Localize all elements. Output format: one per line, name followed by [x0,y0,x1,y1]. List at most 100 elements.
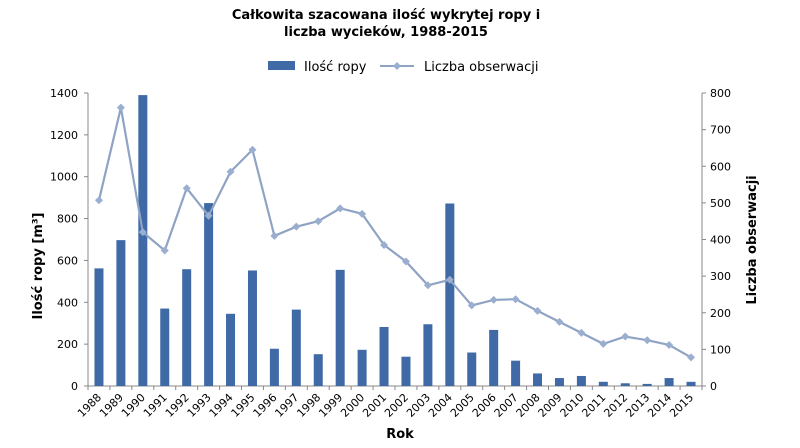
x-tick-label: 2011 [579,391,608,420]
line-point-marker [687,353,696,362]
line-point-marker [599,339,608,348]
line-point-marker [204,211,213,220]
y-right-tick-label: 500 [710,197,731,210]
bar [576,375,586,386]
y-right-tick-label: 600 [710,160,731,173]
x-tick-label: 2001 [360,391,389,420]
x-tick-label: 2014 [645,391,674,420]
chart-title-line-1: Całkowita szacowana ilość wykrytej ropy … [232,8,540,23]
y-right-tick-label: 100 [710,343,731,356]
x-tick-label: 2015 [667,391,696,420]
x-tick-label: 2005 [448,391,477,420]
x-tick-label: 1996 [251,391,280,420]
x-tick-label: 2002 [382,391,411,420]
bar [598,381,608,386]
bar [664,378,674,386]
line-point-marker [445,275,454,284]
x-tick-label: 2004 [426,391,455,420]
y-axis-left-title: Ilość ropy [m³] [31,213,46,320]
bar [160,308,170,386]
x-tick-label: 1998 [294,391,323,420]
line-point-marker [555,317,564,326]
bar [620,383,630,386]
bar [423,324,433,386]
line-point-marker [292,222,301,231]
line-point-marker [226,167,235,176]
line-point-marker [336,204,345,213]
y-right-tick-label: 300 [710,270,731,283]
bar [313,354,323,386]
line-point-marker [665,340,674,349]
bar [94,268,104,386]
x-tick-label: 2007 [492,391,521,420]
y-left-tick-label: 400 [57,296,78,309]
line-point-marker [643,336,652,345]
line-point-marker [467,301,476,310]
bar [467,352,477,386]
legend-swatch-bar [268,61,295,70]
x-tick-label: 1988 [75,391,104,420]
legend-label-bar: Ilość ropy [304,60,367,75]
series-line [97,106,692,359]
bar [533,373,543,386]
x-tick-label: 1992 [163,391,192,420]
y-right-tick-label: 400 [710,234,731,247]
bar [182,269,192,386]
x-tick-label: 2000 [338,391,367,420]
line-point-marker [380,240,389,249]
line-point-marker [423,281,432,290]
bar [489,329,499,386]
x-tick-label: 1989 [97,391,126,420]
bar [554,378,564,386]
x-axis-title: Rok [386,427,414,442]
bar [445,203,455,386]
line-point-marker [182,184,191,193]
bar [511,360,521,386]
plot-area: 0 200 400 600 800 1000 1200 1400 0 100 200 300 400 50… [50,87,731,420]
bar [379,326,389,386]
x-tick-label: 2006 [470,391,499,420]
y-left-tick-label: 800 [57,213,78,226]
line-point-marker [160,246,169,255]
y-left-tick-label: 1200 [50,129,78,142]
x-tick-label: 2008 [514,391,543,420]
chart-title-line-2: liczba wycieków, 1988-2015 [284,25,488,40]
y-left-tick-label: 600 [57,254,78,267]
bar [269,348,279,386]
bar [357,349,367,386]
legend-label-line: Liczba obserwacji [424,60,538,75]
line-point-marker [577,328,586,337]
x-tick-label: 1994 [207,391,236,420]
x-tick-label: 1995 [229,391,258,420]
x-tick-label: 2010 [558,391,587,420]
bar [138,95,148,386]
x-tick-label: 2003 [404,391,433,420]
line-point-marker [533,306,542,315]
line-point-marker [248,145,257,154]
line-point-marker [94,196,103,205]
line-point-marker [511,295,520,304]
bar [642,383,652,386]
bar [686,381,696,386]
y-left-tick-label: 1000 [50,171,78,184]
y-left-tick-label: 200 [57,338,78,351]
bar [291,309,301,386]
line-point-marker [489,295,498,304]
y-right-tick-label: 700 [710,124,731,137]
x-tick-label: 1990 [119,391,148,420]
line-point-marker [401,257,410,266]
legend-marker-icon [393,62,401,70]
x-tick-label: 1999 [316,391,345,420]
line-point-marker [358,209,367,218]
y-right-tick-label: 200 [710,307,731,320]
x-tick-label: 1997 [272,391,301,420]
x-tick-label: 2012 [601,391,630,420]
bar [247,270,257,386]
bar [226,313,236,386]
x-tick-label: 1991 [141,391,170,420]
x-tick-label: 2013 [623,391,652,420]
line-point-marker [621,332,630,341]
bar [335,269,345,386]
y-left-tick-label: 0 [71,380,78,393]
